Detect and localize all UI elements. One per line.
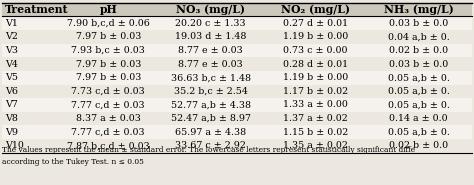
Text: V8: V8 [5, 114, 18, 123]
Bar [2, 3, 472, 153]
Text: 1.17 b ± 0.02: 1.17 b ± 0.02 [283, 87, 348, 96]
Text: NO₃ (mg/L): NO₃ (mg/L) [176, 4, 245, 15]
Text: 52.47 a,b ± 8.97: 52.47 a,b ± 8.97 [171, 114, 251, 123]
Text: V10: V10 [5, 141, 24, 150]
Text: 0.05 a,b ± 0.: 0.05 a,b ± 0. [388, 128, 450, 137]
Bar [2, 71, 472, 85]
Text: The values represent the mean ± standard error. The lowercase letters represent : The values represent the mean ± standard… [2, 147, 416, 154]
Bar [2, 85, 472, 98]
Text: Treatment: Treatment [5, 4, 69, 15]
Text: according to the Tukey Test. n ≤ 0.05: according to the Tukey Test. n ≤ 0.05 [2, 158, 144, 166]
Text: NH₃ (mg/L): NH₃ (mg/L) [384, 4, 454, 15]
Text: V2: V2 [5, 32, 18, 41]
Text: 7.77 c,d ± 0.03: 7.77 c,d ± 0.03 [72, 128, 145, 137]
Text: 0.28 d ± 0.01: 0.28 d ± 0.01 [283, 60, 348, 69]
Text: 8.77 e ± 0.03: 8.77 e ± 0.03 [178, 60, 243, 69]
Text: 1.33 a ± 0.00: 1.33 a ± 0.00 [283, 100, 347, 110]
Text: V1: V1 [5, 19, 18, 28]
Text: 20.20 c ± 1.33: 20.20 c ± 1.33 [175, 19, 246, 28]
Text: 1.37 a ± 0.02: 1.37 a ± 0.02 [283, 114, 347, 123]
Text: 7.97 b ± 0.03: 7.97 b ± 0.03 [75, 32, 141, 41]
Text: 36.63 b,c ± 1.48: 36.63 b,c ± 1.48 [171, 73, 251, 82]
Text: 19.03 d ± 1.48: 19.03 d ± 1.48 [175, 32, 246, 41]
Bar [2, 98, 472, 112]
Text: 52.77 a,b ± 4.38: 52.77 a,b ± 4.38 [171, 100, 251, 110]
Bar [2, 139, 472, 153]
Text: 65.97 a ± 4.38: 65.97 a ± 4.38 [175, 128, 246, 137]
Text: 0.73 c ± 0.00: 0.73 c ± 0.00 [283, 46, 347, 55]
Bar [2, 57, 472, 71]
Text: 8.77 e ± 0.03: 8.77 e ± 0.03 [178, 46, 243, 55]
Text: V4: V4 [5, 60, 18, 69]
Text: 0.05 a,b ± 0.: 0.05 a,b ± 0. [388, 100, 450, 110]
Text: 0.27 d ± 0.01: 0.27 d ± 0.01 [283, 19, 348, 28]
Text: 7.87 b,c,d ± 0.03: 7.87 b,c,d ± 0.03 [67, 141, 150, 150]
Text: 7.73 c,d ± 0.03: 7.73 c,d ± 0.03 [72, 87, 145, 96]
Text: V9: V9 [5, 128, 18, 137]
Bar [2, 125, 472, 139]
Text: NO₂ (mg/L): NO₂ (mg/L) [281, 4, 350, 15]
Text: 0.14 a ± 0.0: 0.14 a ± 0.0 [389, 114, 448, 123]
Bar [2, 44, 472, 57]
Text: 0.04 a,b ± 0.: 0.04 a,b ± 0. [388, 32, 449, 41]
Text: V3: V3 [5, 46, 18, 55]
Text: 0.02 b ± 0.0: 0.02 b ± 0.0 [389, 46, 448, 55]
Bar [2, 112, 472, 125]
Text: V6: V6 [5, 87, 18, 96]
Bar [2, 3, 472, 16]
Text: 0.05 a,b ± 0.: 0.05 a,b ± 0. [388, 87, 450, 96]
Text: 1.35 a ± 0.02: 1.35 a ± 0.02 [283, 141, 347, 150]
Text: V7: V7 [5, 100, 18, 110]
Text: 8.37 a ± 0.03: 8.37 a ± 0.03 [76, 114, 141, 123]
Text: 0.03 b ± 0.0: 0.03 b ± 0.0 [389, 19, 448, 28]
Text: 7.90 b,c,d ± 0.06: 7.90 b,c,d ± 0.06 [67, 19, 150, 28]
Text: pH: pH [100, 4, 117, 15]
Text: 1.19 b ± 0.00: 1.19 b ± 0.00 [283, 73, 348, 82]
Bar [2, 30, 472, 44]
Text: 1.15 b ± 0.02: 1.15 b ± 0.02 [283, 128, 348, 137]
Text: 7.97 b ± 0.03: 7.97 b ± 0.03 [75, 60, 141, 69]
Text: 0.03 b ± 0.0: 0.03 b ± 0.0 [389, 60, 448, 69]
Text: 35.2 b,c ± 2.54: 35.2 b,c ± 2.54 [173, 87, 247, 96]
Text: V5: V5 [5, 73, 18, 82]
Text: 1.19 b ± 0.00: 1.19 b ± 0.00 [283, 32, 348, 41]
Text: 7.93 b,c ± 0.03: 7.93 b,c ± 0.03 [71, 46, 145, 55]
Bar [2, 16, 472, 30]
Text: 0.02 b ± 0.0: 0.02 b ± 0.0 [389, 141, 448, 150]
Text: 33.67 c ± 2.92: 33.67 c ± 2.92 [175, 141, 246, 150]
Text: 0.05 a,b ± 0.: 0.05 a,b ± 0. [388, 73, 450, 82]
Text: 7.97 b ± 0.03: 7.97 b ± 0.03 [75, 73, 141, 82]
Text: 7.77 c,d ± 0.03: 7.77 c,d ± 0.03 [72, 100, 145, 110]
